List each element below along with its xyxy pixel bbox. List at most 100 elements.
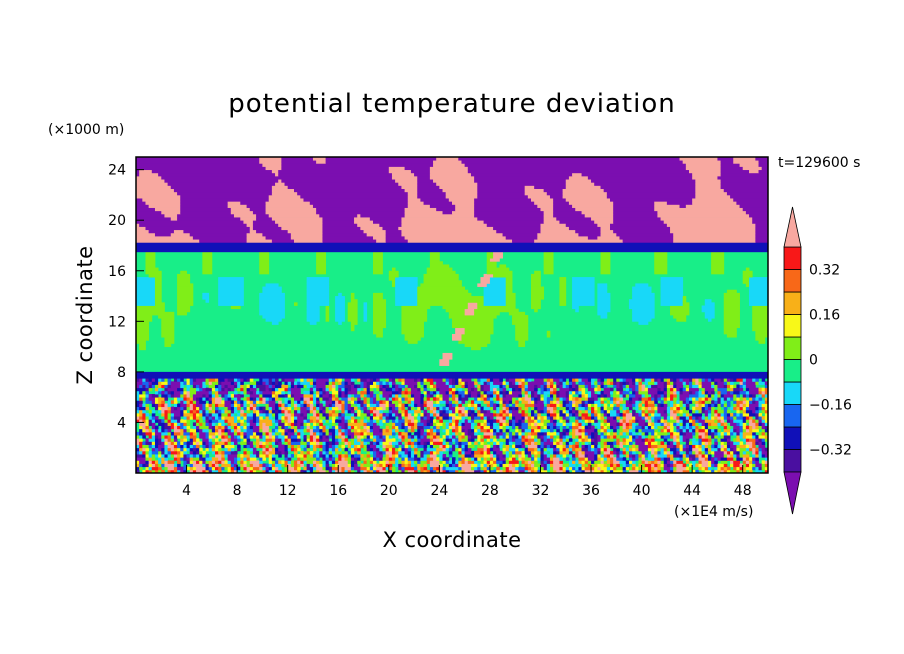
field-cell xyxy=(391,466,396,471)
field-cell xyxy=(480,435,484,439)
field-cell xyxy=(224,387,229,392)
field-cell xyxy=(407,340,418,344)
field-cell xyxy=(385,416,390,420)
field-cell xyxy=(610,425,614,430)
field-cell xyxy=(625,435,630,439)
field-cell xyxy=(410,435,415,439)
field-cell xyxy=(259,466,263,471)
field-cell xyxy=(594,469,601,473)
field-cell xyxy=(568,463,576,468)
field-cell xyxy=(657,460,661,464)
field-cell xyxy=(401,321,424,325)
field-cell xyxy=(398,387,402,392)
field-cell xyxy=(600,400,605,404)
field-cell xyxy=(208,416,213,420)
field-cell xyxy=(587,378,592,382)
field-cell xyxy=(764,381,768,385)
field-cell xyxy=(331,416,336,420)
field-cell xyxy=(707,406,712,411)
field-cell xyxy=(262,425,270,430)
field-cell xyxy=(278,425,282,430)
field-cell xyxy=(158,400,162,404)
field-cell xyxy=(335,463,339,468)
field-cell xyxy=(319,394,323,398)
field-cell xyxy=(265,438,273,442)
field-cell xyxy=(755,460,759,464)
field-cell xyxy=(635,406,639,411)
field-cell xyxy=(720,400,725,404)
field-cell xyxy=(689,419,693,423)
field-cell xyxy=(136,469,140,473)
field-cell xyxy=(173,416,181,420)
field-cell xyxy=(136,299,156,303)
field-cell xyxy=(745,400,750,404)
field-cell xyxy=(420,438,431,442)
field-cell xyxy=(758,419,763,423)
field-cell xyxy=(309,419,314,423)
field-cell xyxy=(218,387,222,392)
field-cell xyxy=(215,428,219,433)
field-cell xyxy=(331,466,339,471)
field-cell xyxy=(578,409,582,414)
field-cell xyxy=(508,466,516,471)
field-cell xyxy=(154,289,162,294)
field-cell xyxy=(275,463,282,468)
field-cell xyxy=(622,403,627,408)
field-cell xyxy=(177,305,191,310)
field-cell xyxy=(733,425,740,430)
field-cell xyxy=(331,441,336,445)
field-cell xyxy=(136,375,768,379)
field-cell xyxy=(237,454,241,458)
field-cell xyxy=(145,397,150,401)
field-cell xyxy=(695,406,703,411)
x-axis-label: X coordinate xyxy=(382,528,521,552)
field-cell xyxy=(755,457,759,461)
field-cell xyxy=(616,397,620,401)
field-cell xyxy=(461,435,466,439)
field-cell xyxy=(720,378,725,382)
field-cell xyxy=(224,397,229,401)
field-cell xyxy=(398,384,405,389)
field-cell xyxy=(489,387,494,392)
field-cell xyxy=(388,381,393,385)
field-cell xyxy=(549,438,554,442)
field-cell xyxy=(568,447,573,452)
field-cell xyxy=(644,441,649,445)
field-cell xyxy=(654,397,658,401)
field-cell xyxy=(252,450,257,455)
field-cell xyxy=(423,447,428,452)
field-cell xyxy=(455,447,459,452)
field-cell xyxy=(338,400,342,404)
field-cell xyxy=(733,447,737,452)
field-cell xyxy=(610,466,614,471)
field-cell xyxy=(319,425,323,430)
field-cell xyxy=(423,412,428,417)
field-cell xyxy=(591,447,595,452)
field-cell xyxy=(379,384,383,389)
field-cell xyxy=(521,384,526,389)
field-cell xyxy=(436,450,440,455)
field-cell xyxy=(553,466,560,471)
field-cell xyxy=(515,447,519,452)
field-cell xyxy=(275,419,279,423)
field-cell xyxy=(546,384,551,389)
field-cell xyxy=(294,412,301,417)
field-cell xyxy=(594,457,598,461)
field-cell xyxy=(489,384,500,389)
field-cell xyxy=(391,400,399,404)
field-cell xyxy=(502,384,507,389)
field-cell xyxy=(600,454,605,458)
field-cell xyxy=(287,460,292,464)
field-cell xyxy=(281,378,285,382)
field-cell xyxy=(429,384,434,389)
field-cell xyxy=(177,447,181,452)
field-cell xyxy=(196,447,200,452)
field-cell xyxy=(189,450,194,455)
field-cell xyxy=(433,384,437,389)
field-cell xyxy=(499,441,503,445)
field-cell xyxy=(347,435,352,439)
field-cell xyxy=(401,330,424,335)
field-cell xyxy=(518,435,522,439)
field-cell xyxy=(657,463,661,468)
field-cell xyxy=(685,400,690,404)
